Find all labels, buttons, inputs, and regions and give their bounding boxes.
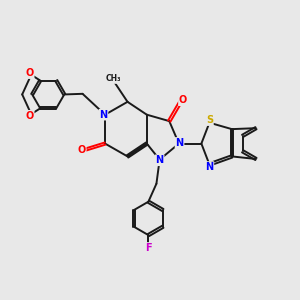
Text: N: N [156,155,164,165]
Text: S: S [206,115,213,125]
Text: O: O [26,68,34,78]
Text: N: N [176,138,184,148]
Text: O: O [179,95,187,105]
Text: O: O [26,111,34,121]
Text: O: O [77,145,86,155]
Text: N: N [99,110,107,120]
Text: F: F [145,243,152,253]
Text: CH₃: CH₃ [105,74,121,83]
Text: N: N [205,162,214,172]
